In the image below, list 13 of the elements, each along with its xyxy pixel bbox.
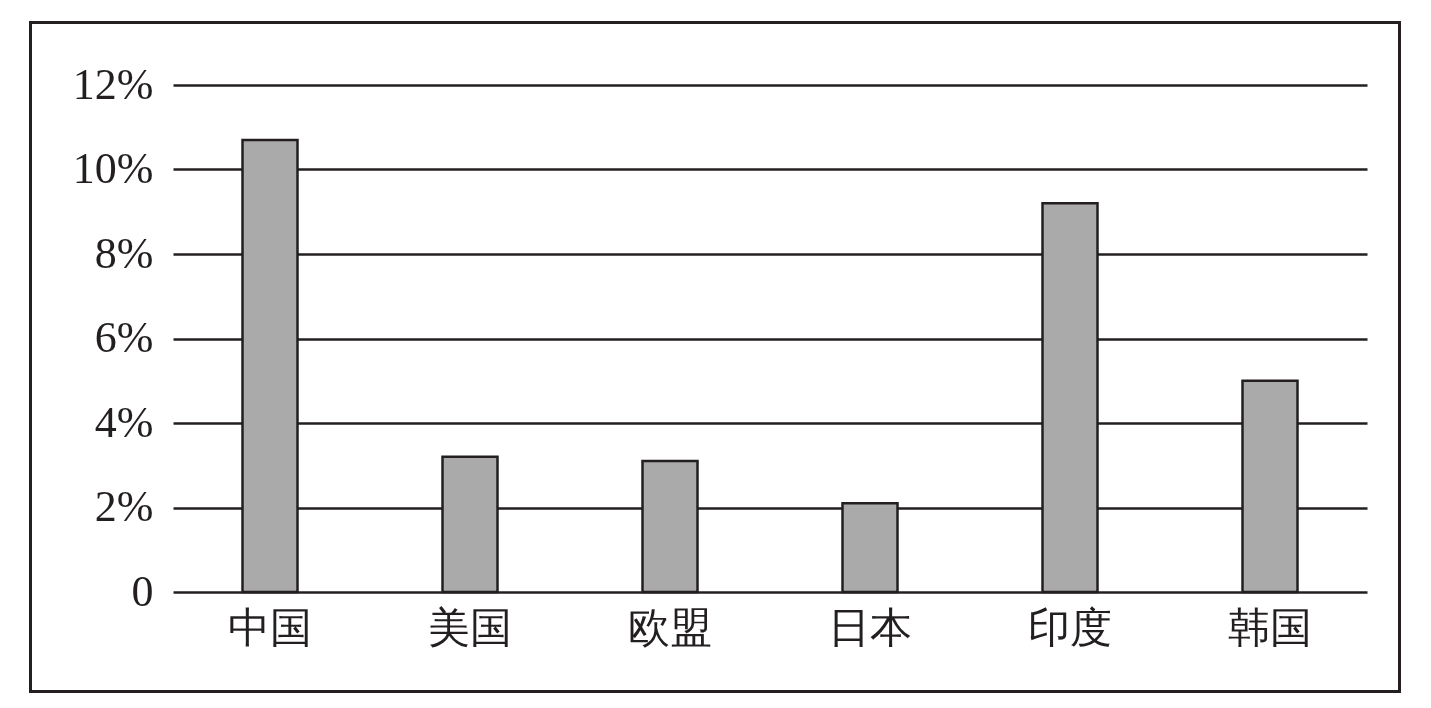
y-tick-label: 10%	[72, 144, 154, 193]
x-tick-label: 印度	[1028, 604, 1112, 651]
y-tick-label: 6%	[94, 313, 154, 362]
x-tick-label: 日本	[828, 604, 912, 651]
y-tick-label: 2%	[94, 482, 154, 531]
y-tick-label: 0	[131, 566, 154, 616]
x-tick-label: 美国	[428, 604, 512, 651]
y-tick-label: 8%	[94, 228, 154, 278]
y-tick-label: 4%	[94, 397, 154, 447]
y-tick-label: 12%	[72, 59, 154, 109]
x-tick-label: 中国	[228, 604, 312, 651]
x-tick-label: 韩国	[1228, 604, 1312, 651]
x-tick-label: 欧盟	[628, 604, 712, 651]
